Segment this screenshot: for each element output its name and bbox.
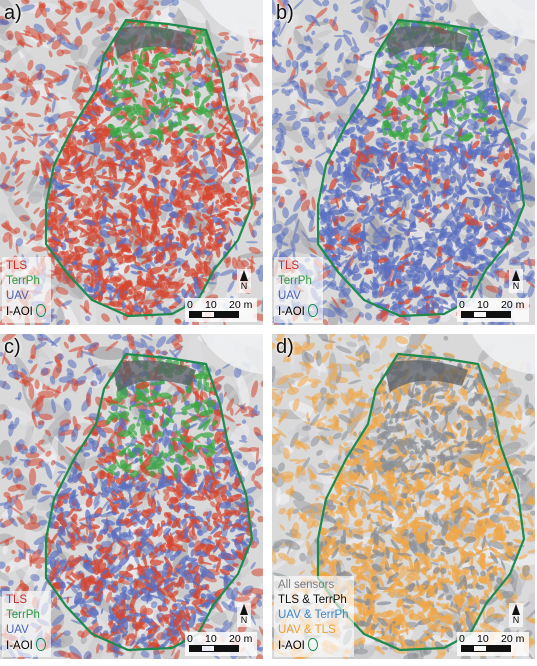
scale-bar: 0 10 20 m <box>185 632 257 656</box>
map-panel-c: c) TLS TerrPh UAV I-AOI N 0 10 20 m <box>0 334 263 659</box>
map-panel-a: a) TLS TerrPh UAV I-AOI N 0 10 20 m <box>0 0 263 325</box>
legend-item-uav-terrph: UAV & TerrPh <box>278 609 349 621</box>
map-panel-b: b) TLS TerrPh UAV I-AOI N 0 10 20 m <box>272 0 535 325</box>
legend-item-terrph: TerrPh <box>6 275 40 287</box>
aoi-outline-icon <box>307 304 318 317</box>
legend-item-aoi: I-AOI <box>278 638 349 654</box>
legend-item-uav: UAV <box>6 624 29 636</box>
scale-bar: 0 10 20 m <box>185 298 257 322</box>
legend-item-uav-tls: UAV & TLS <box>278 624 336 636</box>
map-canvas-a <box>0 0 263 325</box>
legend-item-tls-terrph: TLS & TerrPh <box>278 594 347 606</box>
aoi-outline-icon <box>35 638 46 651</box>
legend-item-uav: UAV <box>278 290 301 302</box>
legend-item-aoi: I-AOI <box>278 304 318 320</box>
legend-b: TLS TerrPh UAV I-AOI <box>274 257 323 323</box>
north-arrow-icon: N <box>509 603 523 627</box>
panel-label-b: b) <box>276 2 294 24</box>
panel-label-c: c) <box>4 336 21 358</box>
legend-item-tls: TLS <box>278 260 300 272</box>
map-canvas-d <box>272 334 535 659</box>
legend-item-tls: TLS <box>6 594 28 606</box>
legend-item-terrph: TerrPh <box>6 609 40 621</box>
aoi-outline-icon <box>307 638 318 651</box>
scale-bar: 0 10 20 m <box>457 632 529 656</box>
legend-item-all-sensors: All sensors <box>278 579 335 591</box>
map-canvas-c <box>0 334 263 659</box>
aoi-outline-icon <box>35 304 46 317</box>
north-arrow-icon: N <box>509 269 523 293</box>
legend-item-aoi: I-AOI <box>6 638 46 654</box>
legend-item-tls: TLS <box>6 260 28 272</box>
legend-c: TLS TerrPh UAV I-AOI <box>2 591 51 657</box>
scale-bar: 0 10 20 m <box>457 298 529 322</box>
legend-item-aoi: I-AOI <box>6 304 46 320</box>
panel-label-a: a) <box>4 2 22 24</box>
legend-d: All sensors TLS & TerrPh UAV & TerrPh UA… <box>274 576 354 657</box>
north-arrow-icon: N <box>237 603 251 627</box>
map-panel-d: d) All sensors TLS & TerrPh UAV & TerrPh… <box>272 334 535 659</box>
panel-label-d: d) <box>276 336 294 358</box>
legend-a: TLS TerrPh UAV I-AOI <box>2 257 51 323</box>
north-arrow-icon: N <box>237 269 251 293</box>
legend-item-terrph: TerrPh <box>278 275 312 287</box>
legend-item-uav: UAV <box>6 290 29 302</box>
map-canvas-b <box>272 0 535 325</box>
